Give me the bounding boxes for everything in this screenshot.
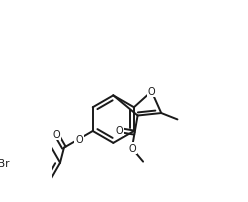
- Text: O: O: [115, 125, 123, 135]
- Text: Br: Br: [0, 158, 9, 168]
- Text: O: O: [148, 87, 155, 97]
- Text: O: O: [128, 144, 136, 154]
- Text: O: O: [75, 134, 83, 144]
- Text: O: O: [52, 129, 60, 139]
